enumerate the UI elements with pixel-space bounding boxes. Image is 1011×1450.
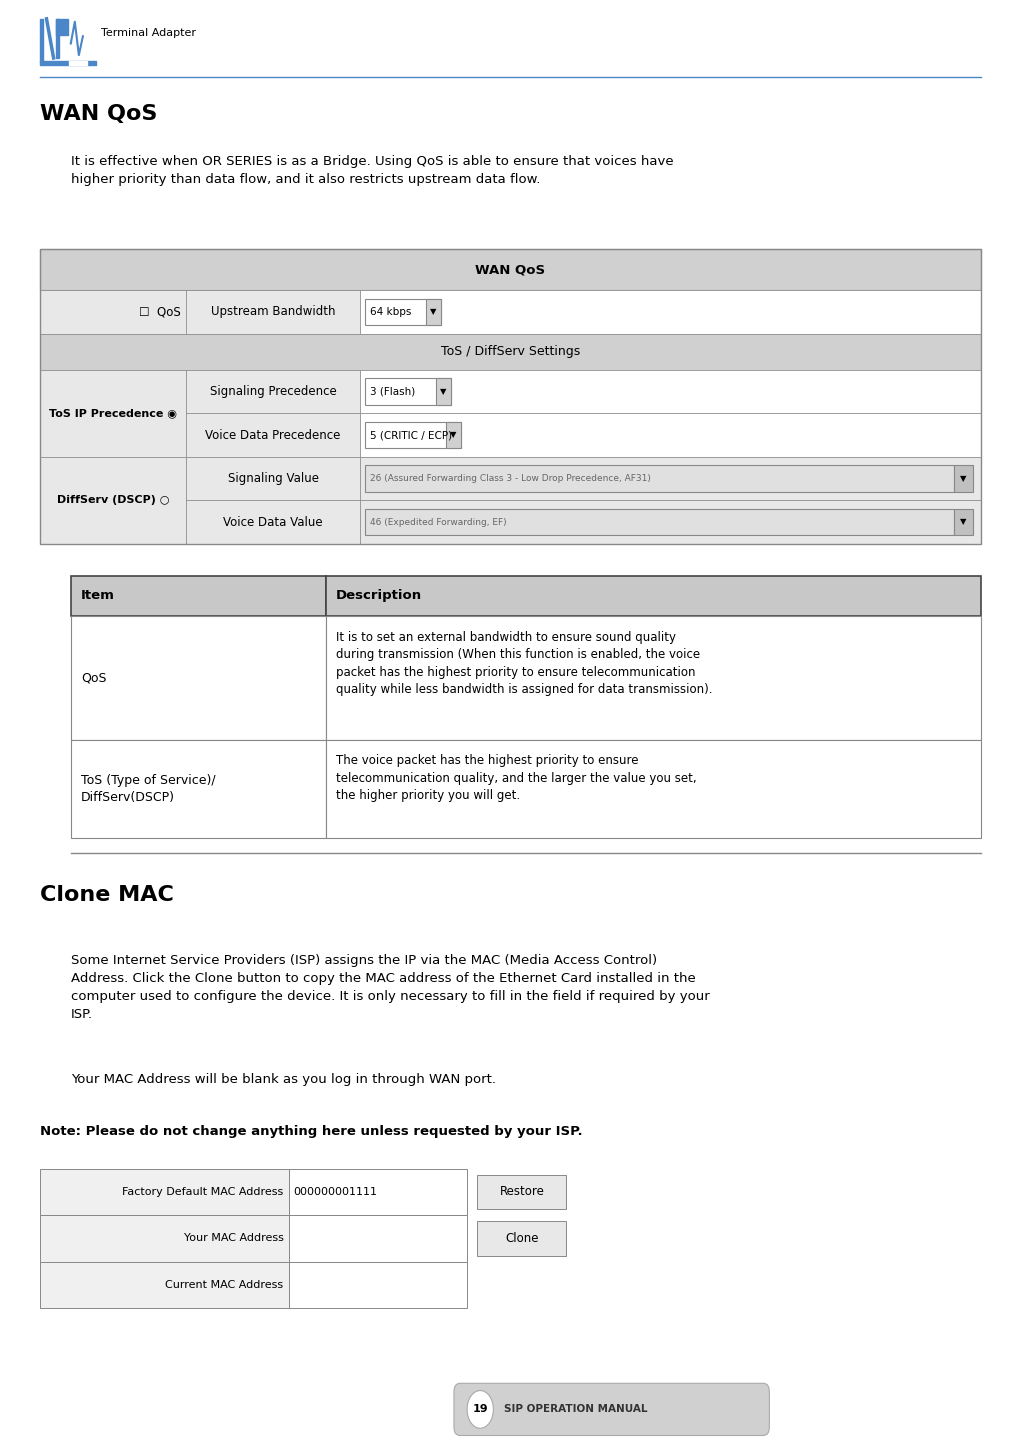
Bar [436,378,451,405]
Text: Clone: Clone [506,1232,539,1244]
Bar [326,740,981,838]
Bar [40,334,981,370]
Bar [288,1262,467,1308]
Bar [365,299,441,325]
Bar [360,370,981,413]
Text: WAN QoS: WAN QoS [475,264,546,276]
Text: Description: Description [336,590,422,602]
Bar [40,249,981,544]
Bar [40,457,186,544]
Text: ToS / DiffServ Settings: ToS / DiffServ Settings [441,345,580,358]
Bar [954,509,973,535]
Bar [186,500,360,544]
Text: ▼: ▼ [960,518,967,526]
Bar [186,413,360,457]
Text: Factory Default MAC Address: Factory Default MAC Address [122,1188,283,1196]
Text: 26 (Assured Forwarding Class 3 - Low Drop Precedence, AF31): 26 (Assured Forwarding Class 3 - Low Dro… [370,474,651,483]
Bar [326,576,981,616]
Circle shape [467,1391,493,1428]
Text: Current MAC Address: Current MAC Address [166,1280,283,1289]
Bar [360,500,981,544]
Bar [288,1215,467,1262]
Text: DiffServ (DSCP) ○: DiffServ (DSCP) ○ [57,496,170,505]
Text: 5 (CRITIC / ECP): 5 (CRITIC / ECP) [370,431,452,439]
Text: It is effective when OR SERIES is as a Bridge. Using QoS is able to ensure that : It is effective when OR SERIES is as a B… [71,155,673,186]
Bar [360,290,981,334]
Text: Some Internet Service Providers (ISP) assigns the IP via the MAC (Media Access C: Some Internet Service Providers (ISP) as… [71,954,710,1021]
Text: Voice Data Value: Voice Data Value [223,516,323,528]
Bar [954,465,973,492]
Text: SIP OPERATION MANUAL: SIP OPERATION MANUAL [504,1405,648,1414]
FancyBboxPatch shape [454,1383,769,1436]
Text: ☐  QoS: ☐ QoS [140,306,181,318]
Bar [365,465,954,492]
Bar [40,290,186,334]
Text: 3 (Flash): 3 (Flash) [370,387,416,396]
Bar [360,457,981,500]
Text: ToS IP Precedence ◉: ToS IP Precedence ◉ [50,409,177,418]
Bar [40,61,96,65]
Bar [71,740,326,838]
Bar [40,249,981,290]
Text: 46 (Expedited Forwarding, EF): 46 (Expedited Forwarding, EF) [370,518,507,526]
Text: 19: 19 [472,1405,488,1414]
Text: Your MAC Address: Your MAC Address [184,1234,283,1243]
Bar [71,616,326,740]
Text: WAN QoS: WAN QoS [40,104,158,125]
Text: Note: Please do not change anything here unless requested by your ISP.: Note: Please do not change anything here… [40,1125,583,1138]
Text: Voice Data Precedence: Voice Data Precedence [205,429,341,441]
Bar [186,457,360,500]
Text: ▼: ▼ [450,431,457,439]
Bar [446,422,461,448]
Bar [40,370,186,457]
Text: Terminal Adapter: Terminal Adapter [101,29,196,38]
Bar [477,1221,566,1256]
Bar [40,1215,288,1262]
Bar [365,378,451,405]
Text: Upstream Bandwidth: Upstream Bandwidth [211,306,336,318]
Bar [426,299,441,325]
Bar [40,1262,288,1308]
Bar [71,576,326,616]
Text: ▼: ▼ [960,474,967,483]
Text: Restore: Restore [499,1186,544,1198]
Bar [365,509,954,535]
Bar [477,1174,566,1209]
Bar [56,19,68,35]
Text: The voice packet has the highest priority to ensure
telecommunication quality, a: The voice packet has the highest priorit… [336,754,697,802]
Text: 000000001111: 000000001111 [293,1188,378,1196]
Text: Item: Item [81,590,115,602]
Text: Signaling Precedence: Signaling Precedence [209,386,337,397]
Text: Your MAC Address will be blank as you log in through WAN port.: Your MAC Address will be blank as you lo… [71,1073,495,1086]
Bar [40,19,43,62]
Text: 64 kbps: 64 kbps [370,307,411,316]
Text: ▼: ▼ [440,387,447,396]
Bar [69,61,87,65]
Bar [186,370,360,413]
Bar [40,1169,288,1215]
Text: ▼: ▼ [430,307,437,316]
Bar [326,616,981,740]
Bar [288,1169,467,1215]
Bar [186,290,360,334]
Text: QoS: QoS [81,671,106,684]
Text: Clone MAC: Clone MAC [40,884,174,905]
Bar [365,422,461,448]
Text: It is to set an external bandwidth to ensure sound quality
during transmission (: It is to set an external bandwidth to en… [336,631,712,696]
Bar [360,413,981,457]
Text: ToS (Type of Service)/
DiffServ(DSCP): ToS (Type of Service)/ DiffServ(DSCP) [81,774,215,803]
Bar [56,19,59,58]
Text: Signaling Value: Signaling Value [227,473,318,484]
